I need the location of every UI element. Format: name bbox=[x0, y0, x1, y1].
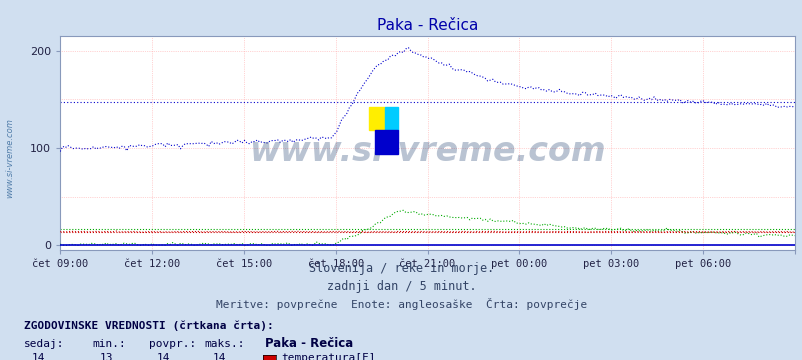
Text: 13: 13 bbox=[100, 353, 113, 360]
Text: temperatura[F]: temperatura[F] bbox=[281, 353, 375, 360]
Text: Slovenija / reke in morje.: Slovenija / reke in morje. bbox=[309, 262, 493, 275]
Text: www.si-vreme.com: www.si-vreme.com bbox=[5, 118, 14, 198]
Text: 14: 14 bbox=[213, 353, 225, 360]
Text: ZGODOVINSKE VREDNOSTI (črtkana črta):: ZGODOVINSKE VREDNOSTI (črtkana črta): bbox=[24, 321, 273, 332]
Text: maks.:: maks.: bbox=[205, 339, 245, 350]
FancyBboxPatch shape bbox=[368, 107, 384, 130]
Text: 14: 14 bbox=[32, 353, 45, 360]
Text: povpr.:: povpr.: bbox=[148, 339, 196, 350]
Text: Meritve: povprečne  Enote: angleosaške  Črta: povprečje: Meritve: povprečne Enote: angleosaške Čr… bbox=[216, 298, 586, 310]
Title: Paka - Rečica: Paka - Rečica bbox=[376, 18, 478, 33]
Text: min.:: min.: bbox=[92, 339, 126, 350]
Text: www.si-vreme.com: www.si-vreme.com bbox=[249, 135, 606, 168]
FancyBboxPatch shape bbox=[384, 107, 398, 130]
Text: 14: 14 bbox=[156, 353, 169, 360]
Text: Paka - Rečica: Paka - Rečica bbox=[265, 337, 353, 350]
FancyBboxPatch shape bbox=[375, 130, 398, 154]
Text: sedaj:: sedaj: bbox=[24, 339, 64, 350]
Text: zadnji dan / 5 minut.: zadnji dan / 5 minut. bbox=[326, 280, 476, 293]
